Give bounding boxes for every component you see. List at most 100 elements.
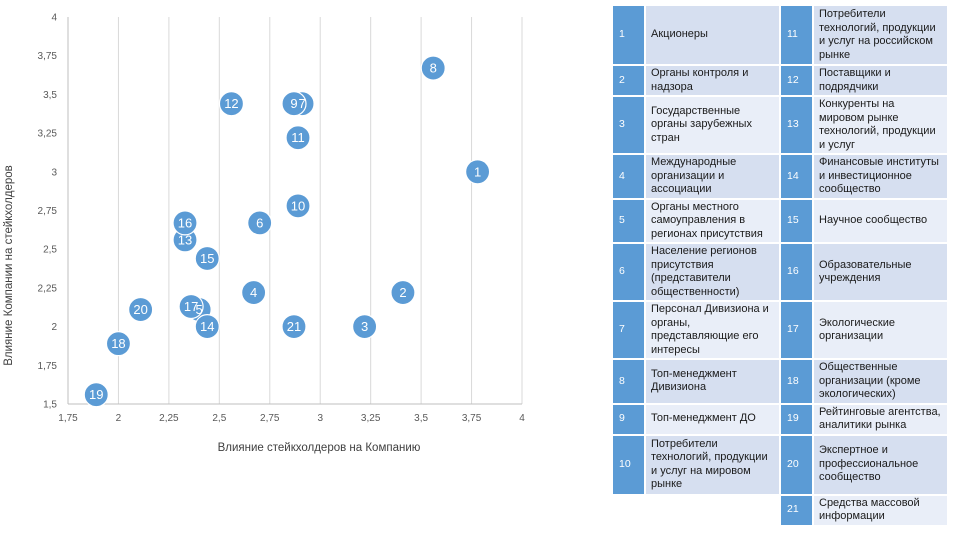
data-point-label: 15 bbox=[200, 251, 214, 266]
data-point bbox=[247, 210, 273, 236]
legend-name: Топ-менеджмент Дивизиона bbox=[646, 360, 779, 403]
legend-number: 15 bbox=[781, 199, 812, 242]
data-point bbox=[172, 210, 198, 236]
y-tick-label: 1,75 bbox=[38, 361, 58, 372]
legend-name: Население регионов присутствия (представ… bbox=[646, 244, 779, 300]
legend-name: Топ-менеджмент ДО bbox=[646, 404, 779, 434]
data-point-label: 20 bbox=[133, 302, 147, 317]
x-tick-label: 4 bbox=[519, 413, 525, 424]
legend-number: 11 bbox=[781, 6, 812, 64]
x-tick-label: 2,75 bbox=[260, 413, 280, 424]
legend-row: 2 Органы контроля и надзора 12 Поставщики и… bbox=[613, 66, 947, 95]
legend-number: 16 bbox=[781, 244, 812, 300]
legend-name: Конкуренты на мировом рынке технологий, … bbox=[814, 97, 947, 153]
legend-number: 7 bbox=[613, 302, 644, 358]
data-point-label: 17 bbox=[184, 299, 198, 314]
legend-table: 1 Акционеры 11 Потребители технологий, прод… bbox=[611, 4, 949, 527]
legend-number: 21 bbox=[781, 495, 812, 525]
legend-body: 1 Акционеры 11 Потребители технологий, прод… bbox=[613, 6, 947, 525]
data-point-label: 3 bbox=[361, 319, 368, 334]
legend-number bbox=[613, 496, 644, 525]
data-point-label: 12 bbox=[224, 96, 238, 111]
data-point bbox=[281, 314, 307, 340]
legend-name: Государственные органы зарубежных стран bbox=[646, 97, 779, 153]
legend-name: Рейтинговые агентства, аналитики рынка bbox=[814, 404, 947, 434]
legend-number: 9 bbox=[613, 404, 644, 434]
legend-number: 10 bbox=[613, 435, 644, 494]
legend-row: 6 Население регионов присутствия (предста… bbox=[613, 244, 947, 300]
legend-number: 4 bbox=[613, 155, 644, 198]
data-point bbox=[420, 55, 446, 81]
x-tick-label: 2 bbox=[116, 413, 122, 424]
legend-row: 7 Персонал Дивизиона и органы, представля… bbox=[613, 302, 947, 358]
legend-number: 18 bbox=[781, 360, 812, 403]
data-point bbox=[285, 125, 311, 151]
data-point bbox=[194, 245, 220, 272]
legend-number: 14 bbox=[781, 155, 812, 198]
legend-name: Потребители технологий, продукции и услу… bbox=[646, 435, 779, 494]
x-tick-label: 2,25 bbox=[159, 413, 179, 424]
y-tick-label: 2,75 bbox=[38, 206, 58, 217]
data-point-label: 11 bbox=[291, 130, 305, 145]
y-tick-label: 2,5 bbox=[43, 245, 57, 256]
legend-name: Общественные организации (кроме экологич… bbox=[814, 360, 947, 403]
legend-name: Потребители технологий, продукции и услу… bbox=[814, 6, 947, 64]
legend-name: Образовательные учреждения bbox=[814, 244, 947, 300]
legend-number: 5 bbox=[613, 199, 644, 242]
legend-name: Акционеры bbox=[646, 6, 779, 64]
legend-name: Поставщики и подрядчики bbox=[814, 66, 947, 95]
data-point-label: 10 bbox=[291, 198, 305, 213]
data-point bbox=[218, 91, 245, 117]
legend-name: Научное сообщество bbox=[814, 199, 947, 242]
y-tick-label: 3,25 bbox=[38, 129, 58, 140]
x-tick-label: 3,25 bbox=[361, 413, 381, 424]
legend-name: Органы контроля и надзора bbox=[646, 66, 779, 95]
x-tick-label: 1,75 bbox=[58, 413, 78, 424]
data-point-label: 19 bbox=[89, 387, 103, 402]
data-point bbox=[83, 382, 109, 408]
data-point bbox=[105, 331, 132, 357]
legend-row: 1 Акционеры 11 Потребители технологий, прод… bbox=[613, 6, 947, 64]
legend-name: Международные организации и ассоциации bbox=[646, 155, 779, 198]
data-point bbox=[178, 293, 204, 320]
legend-row: 8 Топ-менеджмент Дивизиона 18 Общественные … bbox=[613, 360, 947, 403]
data-point-label: 5 bbox=[196, 302, 203, 317]
data-point-label: 6 bbox=[256, 215, 263, 230]
data-point-label: 14 bbox=[200, 319, 214, 334]
data-point bbox=[281, 91, 307, 117]
y-tick-label: 2 bbox=[51, 322, 57, 333]
data-point-label: 8 bbox=[430, 61, 437, 76]
data-point bbox=[128, 296, 154, 323]
data-point bbox=[285, 193, 311, 219]
legend-name: Экспертное и профессиональное сообщество bbox=[814, 435, 947, 494]
data-point-label: 16 bbox=[178, 215, 192, 230]
data-point-label: 18 bbox=[111, 336, 125, 351]
data-point bbox=[194, 314, 220, 340]
x-tick-label: 2,5 bbox=[212, 413, 226, 424]
legend-number: 3 bbox=[613, 97, 644, 153]
data-point-label: 13 bbox=[178, 232, 192, 247]
legend-row: 9 Топ-менеджмент ДО 19 Рейтинговые агентств… bbox=[613, 404, 947, 434]
legend-row: 4 Международные организации и ассоциации 1… bbox=[613, 155, 947, 198]
chart-svg: 1,75 2 2,25 2,5 2,75 3 3,25 3,5 3,75 41,51,7522,2… bbox=[3, 13, 525, 455]
legend-number: 6 bbox=[613, 244, 644, 300]
data-point bbox=[390, 279, 416, 306]
legend-name: Средства массовой информации bbox=[814, 495, 947, 525]
data-point bbox=[465, 159, 491, 185]
x-axis-title: Влияние стейкхолдеров на Компанию bbox=[218, 442, 421, 454]
data-point bbox=[352, 314, 378, 340]
legend-number: 13 bbox=[781, 97, 812, 153]
legend-name: Финансовые институты и инвестиционное со… bbox=[814, 155, 947, 198]
x-tick-label: 3,75 bbox=[462, 413, 482, 424]
scatter-chart: 1,75 2 2,25 2,5 2,75 3 3,25 3,5 3,75 4 1,5 1,75 2 2,2… bbox=[3, 13, 525, 455]
legend-number: 12 bbox=[781, 66, 812, 95]
legend-name: Экологические организации bbox=[814, 302, 947, 358]
data-point-label: 2 bbox=[399, 285, 406, 300]
legend-number: 20 bbox=[781, 435, 812, 494]
y-tick-label: 1,5 bbox=[43, 400, 57, 411]
legend-row: 3 Государственные органы зарубежных стран… bbox=[613, 97, 947, 153]
y-tick-label: 3,75 bbox=[38, 51, 58, 62]
data-point-label: 21 bbox=[287, 319, 301, 334]
y-tick-label: 3,5 bbox=[43, 90, 57, 101]
data-point-label: 7 bbox=[298, 96, 305, 111]
